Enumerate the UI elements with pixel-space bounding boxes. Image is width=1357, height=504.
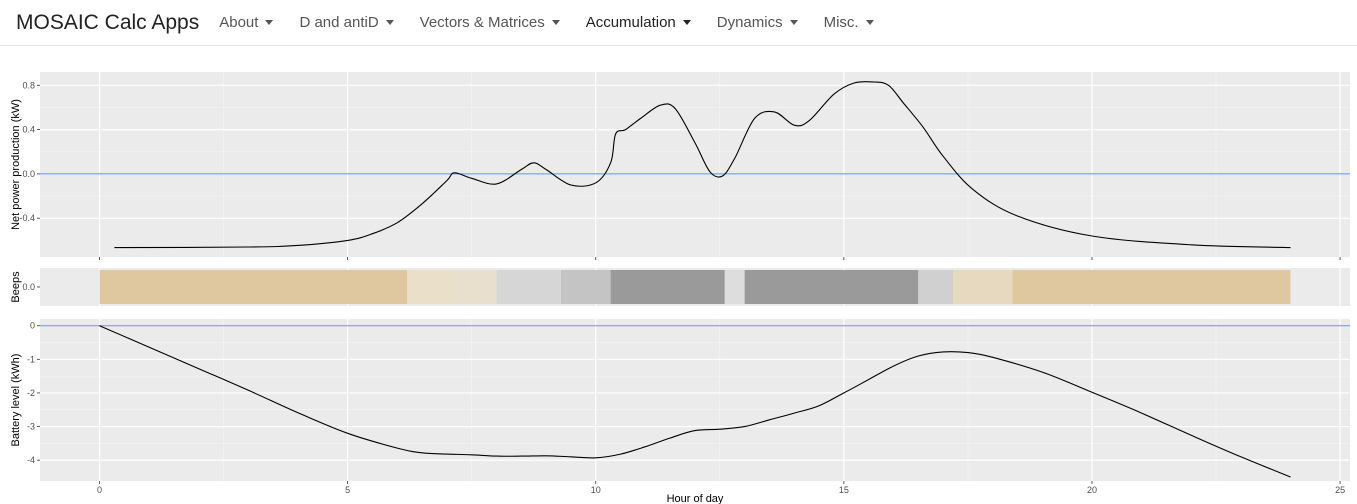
battery-x-tick-label: 15	[839, 485, 849, 495]
power-y-tick-label: 0.0	[22, 169, 35, 179]
battery-x-tick-label: 10	[591, 485, 601, 495]
nav-dynamics-label: Dynamics	[716, 14, 783, 31]
power-y-tick-label: 0.8	[22, 80, 35, 90]
battery-y-tick-label: -3	[27, 422, 35, 432]
beeps-y-axis-title: Beeps	[10, 271, 22, 303]
nav-about[interactable]: About	[219, 14, 274, 31]
battery-x-tick-label: 0	[97, 485, 102, 495]
nav-about-label: About	[219, 14, 259, 31]
hour-x-axis-title: Hour of day	[667, 493, 724, 504]
nav-vectors-matrices-label: Vectors & Matrices	[419, 14, 545, 31]
power-y-tick-label: -0.4	[19, 213, 35, 223]
battery-y-tick-label: 0	[30, 321, 35, 331]
brand-title[interactable]: MOSAIC Calc Apps	[16, 10, 200, 34]
caret-down-icon	[551, 20, 560, 25]
nav-d-and-antid[interactable]: D and antiD	[299, 14, 394, 31]
nav-misc[interactable]: Misc.	[824, 14, 874, 31]
navbar: MOSAIC Calc Apps About D and antiD Vecto…	[0, 0, 1357, 46]
nav-vectors-matrices[interactable]: Vectors & Matrices	[420, 14, 560, 31]
battery-y-tick-label: -1	[27, 354, 35, 364]
beep-segment	[1012, 270, 1291, 304]
battery-y-axis-title: Battery level (kWh)	[10, 354, 22, 447]
beep-segment	[953, 270, 1013, 304]
beep-segment	[451, 270, 497, 304]
battery-panel: 0 -1 -2 -3 -4 0 5 10 15 20 25	[27, 319, 1350, 495]
beep-segment	[496, 270, 562, 304]
nav-accumulation-label: Accumulation	[585, 14, 676, 31]
power-panel: 0.8 0.4 0.0 -0.4	[19, 72, 1350, 260]
power-series-line	[114, 81, 1291, 249]
power-y-tick-label: 0.4	[22, 125, 35, 135]
beep-segment	[610, 270, 725, 304]
caret-down-icon	[265, 20, 274, 25]
caret-down-icon	[385, 20, 394, 25]
nav-dynamics[interactable]: Dynamics	[717, 14, 798, 31]
beeps-panel: 0.0	[22, 268, 1350, 306]
battery-series-line	[99, 325, 1291, 478]
beep-segment	[561, 270, 611, 304]
nav-accumulation[interactable]: Accumulation	[586, 14, 691, 31]
battery-y-tick-label: -2	[27, 388, 35, 398]
beeps-y-tick-label: 0.0	[22, 282, 35, 292]
battery-y-tick-label: -4	[27, 455, 35, 465]
caret-down-icon	[789, 20, 798, 25]
beep-segment	[918, 270, 954, 304]
beep-segment	[99, 270, 408, 304]
battery-x-tick-label: 20	[1087, 485, 1097, 495]
beep-segment	[407, 270, 452, 304]
nav-misc-label: Misc.	[823, 14, 859, 31]
battery-panel-background	[40, 319, 1350, 481]
beep-segment	[724, 270, 745, 304]
battery-x-tick-label: 25	[1335, 485, 1345, 495]
caret-down-icon	[865, 20, 874, 25]
nav-d-and-antid-label: D and antiD	[299, 14, 379, 31]
beep-segment	[744, 270, 919, 304]
power-panel-background	[40, 72, 1350, 257]
battery-x-tick-label: 5	[345, 485, 350, 495]
power-y-axis-title: Net power production (kW)	[10, 99, 22, 230]
caret-down-icon	[682, 20, 691, 25]
